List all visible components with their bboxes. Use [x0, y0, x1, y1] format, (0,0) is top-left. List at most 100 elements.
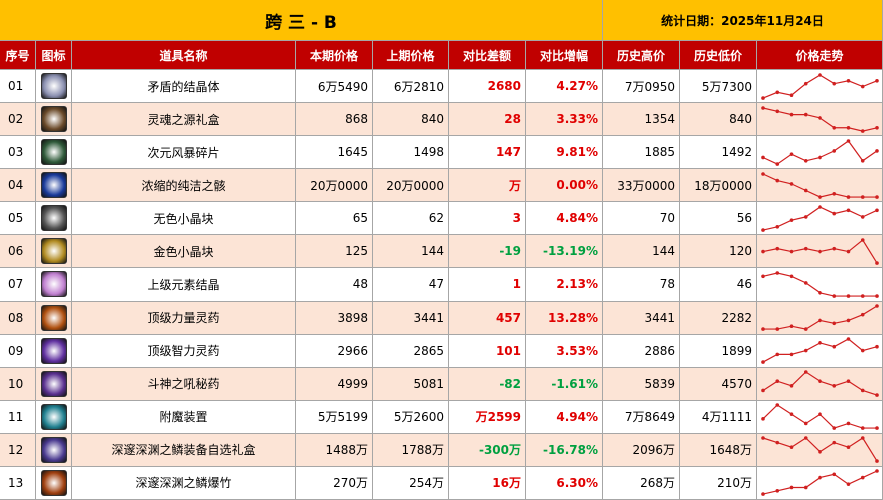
cell-text: 1 — [512, 277, 521, 292]
pct-cell: 4.94% — [526, 400, 603, 434]
name-cell: 次元风暴碎片 — [72, 136, 296, 170]
cell-text: 对比增幅 — [539, 48, 588, 63]
icon-cell — [36, 433, 72, 467]
header-cell: 价格走势 — [757, 41, 883, 70]
cell-text: 06 — [8, 244, 24, 259]
cell-text: 道具名称 — [159, 48, 208, 63]
trend-point — [832, 246, 837, 251]
trend-point — [789, 249, 794, 254]
trend-point — [775, 441, 780, 445]
high-cell: 78 — [603, 268, 680, 302]
low-cell: 46 — [680, 268, 757, 302]
trend-point — [775, 271, 780, 275]
high-cell: 7万0950 — [603, 70, 680, 104]
cell-text: 5万2600 — [393, 410, 444, 425]
cell-text: 1498 — [413, 145, 444, 160]
pct-cell: 3.33% — [526, 103, 603, 137]
cell-text: 2966 — [337, 343, 368, 358]
trend-point — [761, 155, 765, 159]
no-cell: 02 — [0, 103, 36, 137]
name-cell: 金色小晶块 — [72, 235, 296, 269]
cell-text: 无色小晶块 — [153, 211, 214, 226]
trend-point — [875, 459, 879, 464]
diff-cell: 16万 — [449, 466, 526, 500]
trend-point — [818, 72, 822, 77]
trend-point — [846, 138, 851, 143]
trend-cell — [757, 268, 883, 302]
item-icon — [40, 304, 67, 331]
cell-text: 3.33% — [556, 112, 598, 127]
trend-point — [846, 379, 851, 384]
cell-text: 2680 — [487, 79, 521, 94]
trend-line — [762, 371, 878, 396]
trend-point — [860, 214, 865, 219]
icon-cell — [36, 202, 72, 236]
pct-cell: 3.53% — [526, 334, 603, 368]
cell-text: 1648万 — [709, 443, 752, 458]
prev-cell: 3441 — [373, 301, 449, 335]
cell-text: 46 — [736, 277, 752, 292]
cell-text: 07 — [8, 277, 24, 292]
trend-point — [761, 249, 765, 254]
trend-point — [875, 345, 879, 349]
trend-point — [846, 318, 851, 323]
cur-cell: 868 — [296, 103, 373, 137]
no-cell: 08 — [0, 301, 36, 335]
trend-point — [832, 294, 837, 298]
high-cell: 5839 — [603, 367, 680, 401]
low-cell: 840 — [680, 103, 757, 137]
cell-text: 7万8649 — [624, 410, 675, 425]
prev-cell: 20万0000 — [373, 169, 449, 203]
cell-text: 868 — [345, 112, 368, 127]
pct-cell: 4.84% — [526, 202, 603, 236]
cell-text: 13.28% — [548, 310, 598, 325]
low-cell: 56 — [680, 202, 757, 236]
title: 跨 三 - B — [0, 0, 603, 41]
trend-point — [832, 125, 837, 130]
header-cell: 道具名称 — [72, 41, 296, 70]
name-cell: 深邃深渊之鳞爆竹 — [72, 466, 296, 500]
trend-point — [860, 312, 865, 317]
trend-point — [846, 445, 851, 450]
icon-cell — [36, 268, 72, 302]
diff-cell: 2680 — [449, 70, 526, 104]
cur-cell: 270万 — [296, 466, 373, 500]
pct-cell: 9.81% — [526, 136, 603, 170]
sparkline — [761, 204, 879, 232]
cell-text: 4.94% — [556, 409, 598, 424]
trend-point — [846, 78, 851, 83]
item-icon — [40, 73, 67, 100]
no-cell: 12 — [0, 433, 36, 467]
header-cell: 对比差额 — [449, 41, 526, 70]
cell-text: 18万0000 — [694, 178, 752, 193]
trend-point — [818, 379, 822, 384]
trend-point — [761, 171, 765, 176]
trend-point — [860, 436, 865, 441]
trend-point — [875, 426, 879, 431]
cell-text: 本期价格 — [309, 48, 358, 63]
cell-text: 上期价格 — [386, 48, 435, 63]
trend-cell — [757, 103, 883, 137]
trend-cell — [757, 235, 883, 269]
cell-text: 78 — [659, 277, 675, 292]
cell-text: 101 — [495, 343, 521, 358]
trend-point — [775, 90, 780, 94]
trend-line — [762, 206, 878, 231]
trend-point — [846, 294, 851, 298]
cur-cell: 4999 — [296, 367, 373, 401]
trend-point — [761, 360, 765, 364]
item-icon — [40, 469, 67, 496]
cur-cell: 65 — [296, 202, 373, 236]
name-cell: 深邃深渊之鳞装备自选礼盒 — [72, 433, 296, 467]
header-cell: 上期价格 — [373, 41, 449, 70]
name-cell: 浓缩的纯洁之骸 — [72, 169, 296, 203]
cur-cell: 6万5490 — [296, 70, 373, 104]
trend-point — [832, 191, 837, 196]
cell-text: 1645 — [337, 145, 368, 160]
cell-text: 次元风暴碎片 — [147, 145, 220, 160]
trend-point — [818, 341, 822, 345]
cell-text: 历史高价 — [616, 48, 665, 63]
sparkline — [761, 72, 879, 100]
cell-text: 144 — [652, 244, 675, 259]
trend-cell — [757, 169, 883, 203]
